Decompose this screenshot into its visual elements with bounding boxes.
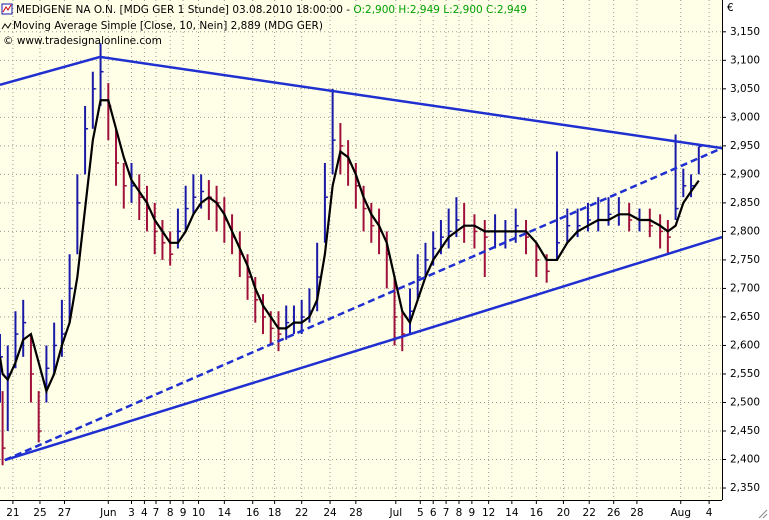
x-tick-label: 16 — [246, 507, 260, 519]
x-tick-label: 28 — [630, 507, 643, 519]
y-tick-label: 3,050 — [730, 83, 760, 95]
y-tick-label: 3,000 — [730, 111, 760, 123]
x-tick-label: 3 — [128, 507, 135, 519]
y-tick-label: 2,850 — [730, 197, 760, 209]
y-tick-label: 2,800 — [730, 225, 760, 237]
x-tick-label: 22 — [583, 507, 596, 519]
x-tick-label: Jun — [99, 507, 116, 519]
source: © www.tradesignalonline.com — [3, 35, 162, 47]
x-tick-label: 4 — [141, 507, 148, 519]
y-tick-label: 2,400 — [730, 454, 760, 466]
x-tick-label: 21 — [6, 507, 19, 519]
y-tick-label: 2,350 — [730, 482, 760, 494]
x-tick-label: 8 — [167, 507, 174, 519]
x-tick-label: 28 — [349, 507, 362, 519]
x-tick-label: 14 — [505, 507, 519, 519]
x-tick-label: 5 — [417, 507, 424, 519]
trend-line — [0, 55, 723, 150]
axes: 2,350 2,400 2,450 2,500 2,550 2,600 2,650 2,700… — [6, 26, 760, 519]
y-tick-label: 2,600 — [730, 339, 760, 351]
x-tick-label: 7 — [443, 507, 450, 519]
x-tick-label: 25 — [33, 507, 46, 519]
trend-line — [4, 235, 723, 462]
y-tick-label: 2,900 — [730, 168, 760, 180]
y-tick-label: 3,100 — [730, 54, 760, 66]
x-tick-label: 20 — [557, 507, 570, 519]
header: MEDIGENE NA O.N. [MDG GER 1 Stunde] 03.0… — [1, 3, 527, 47]
x-tick-label: Jul — [388, 507, 402, 519]
chart-icon — [2, 4, 12, 13]
y-tick-label: 2,750 — [730, 254, 760, 266]
x-tick-label: 9 — [469, 507, 476, 519]
unit: € — [727, 2, 734, 14]
marks — [0, 43, 723, 466]
y-tick-label: 2,700 — [730, 282, 760, 294]
x-tick-label: 6 — [430, 507, 437, 519]
x-tick-label: 16 — [530, 507, 544, 519]
x-tick-label: 24 — [323, 507, 337, 519]
indicator-icon — [1, 22, 12, 30]
y-tick-label: 2,650 — [730, 311, 760, 323]
x-tick-label: 18 — [268, 507, 281, 519]
x-tick-label: 4 — [706, 507, 713, 519]
trend-line — [4, 146, 723, 462]
indicator-label: Moving Average Simple [Close, 10, Nein] … — [13, 20, 323, 32]
x-tick-label: 26 — [607, 507, 621, 519]
x-tick-label: 7 — [153, 507, 160, 519]
y-tick-label: 2,450 — [730, 425, 760, 437]
y-tick-label: 2,950 — [730, 140, 760, 152]
x-tick-label: 22 — [295, 507, 308, 519]
y-tick-label: 2,500 — [730, 396, 760, 408]
title-values: O:2,900 H:2,949 L:2,900 C:2,949 — [353, 4, 527, 16]
plot-area — [0, 0, 722, 500]
x-tick-label: 9 — [180, 507, 187, 519]
moving-average — [0, 99, 700, 395]
x-tick-label: Aug — [670, 507, 691, 519]
chart-title: MEDIGENE NA O.N. [MDG GER 1 Stunde] 03.0… — [16, 4, 527, 16]
title-text: MEDIGENE NA O.N. [MDG GER 1 Stunde] 03.0… — [16, 4, 353, 16]
x-tick-label: 12 — [482, 507, 495, 519]
resize-grip — [758, 509, 768, 519]
x-tick-label: 27 — [58, 507, 71, 519]
x-tick-label: 8 — [456, 507, 463, 519]
y-tick-label: 2,550 — [730, 368, 760, 380]
y-tick-label: 3,150 — [730, 26, 760, 38]
x-tick-label: 14 — [218, 507, 232, 519]
x-tick-label: 10 — [192, 507, 205, 519]
